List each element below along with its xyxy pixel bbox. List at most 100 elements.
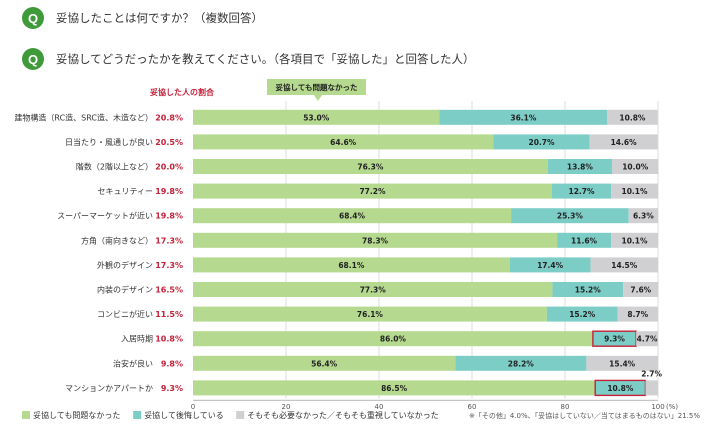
bar-segment xyxy=(636,331,658,347)
x-tick-label: 0 xyxy=(191,403,195,411)
category-label: 内装のデザイン xyxy=(97,285,153,295)
data-label: 15.2% xyxy=(569,310,596,319)
share-value: 10.8% xyxy=(155,335,183,344)
share-value: 17.3% xyxy=(155,261,183,270)
x-tick-label: 40 xyxy=(375,403,384,411)
legend-swatch xyxy=(236,411,245,419)
x-tick-label: 60 xyxy=(468,403,477,411)
bar-segment xyxy=(193,306,547,322)
category-label: 建物構造（RC造、SRC造、木造など） xyxy=(14,112,153,122)
share-value: 20.8% xyxy=(155,113,183,122)
share-header: 妥協した人の割合 xyxy=(150,87,215,97)
data-label: 10.8% xyxy=(619,113,646,122)
share-value: 20.5% xyxy=(155,138,183,147)
share-value: 19.8% xyxy=(155,212,183,221)
data-label: 14.5% xyxy=(611,261,638,270)
bar-segment xyxy=(509,257,591,273)
bar-segment xyxy=(193,355,456,371)
bar-segment xyxy=(611,183,658,199)
bar-segment xyxy=(193,257,510,273)
data-label: 68.1% xyxy=(338,261,365,270)
callout-box xyxy=(267,79,366,95)
data-label: 12.7% xyxy=(568,187,595,196)
data-label: 10.0% xyxy=(622,163,649,172)
bar-segment xyxy=(193,109,440,125)
data-label: 2.7% xyxy=(641,369,662,378)
bar-segment xyxy=(193,208,512,224)
category-label: 入居時期 xyxy=(121,335,153,344)
bar-segment xyxy=(607,109,658,125)
question-1: Q 妥協したことは何ですか？（複数回答） xyxy=(22,6,263,30)
bar-segment xyxy=(193,159,548,174)
data-label: 10.1% xyxy=(622,236,649,245)
bar-segment xyxy=(589,134,658,150)
bar-segment xyxy=(611,159,659,174)
category-label: 方角（南向きなど） xyxy=(81,235,153,245)
bar-segment xyxy=(193,331,593,347)
bar-segment xyxy=(511,208,629,224)
bar-segment xyxy=(439,109,608,125)
bar-segment xyxy=(455,355,587,371)
bar-segment xyxy=(193,380,596,396)
legend-swatch xyxy=(22,411,30,419)
legend-label: 妥協して後悔している xyxy=(144,410,224,420)
category-label: 日当たり・風通しが良い xyxy=(65,137,153,147)
bar-segment xyxy=(552,282,624,297)
legend-swatch xyxy=(133,411,142,419)
data-label: 76.3% xyxy=(357,163,384,172)
x-tick-label: 100 xyxy=(651,403,664,411)
data-label: 6.3% xyxy=(633,212,654,221)
bar-segment xyxy=(557,232,612,248)
question-text: 妥協してどうだったかを教えてください。（各項目で「妥協した」と回答した人） xyxy=(56,52,475,66)
data-label: 36.1% xyxy=(510,113,537,122)
callout-text: 妥協しても問題なかった xyxy=(276,82,358,92)
bar-segment xyxy=(193,232,558,248)
share-value: 20.0% xyxy=(155,163,183,172)
category-label: 階数（2階以上など） xyxy=(76,162,153,172)
bar-segment xyxy=(590,257,658,273)
question-2: Q 妥協してどうだったかを教えてください。（各項目で「妥協した」と回答した人） xyxy=(22,47,474,71)
data-label: 28.2% xyxy=(508,359,535,368)
share-value: 19.8% xyxy=(155,187,183,196)
data-label: 64.6% xyxy=(330,138,357,147)
question-badge: Q xyxy=(22,48,44,70)
bar-segment xyxy=(611,232,658,248)
data-label: 53.0% xyxy=(303,113,330,122)
footnote: ※「その他」4.0%、「妥協はしていない／当てはまるものはない」21.5% xyxy=(469,411,700,420)
bar-segment xyxy=(546,306,618,322)
data-label: 86.0% xyxy=(380,335,407,344)
data-label: 77.2% xyxy=(359,187,386,196)
bar-segment xyxy=(645,380,658,396)
data-label: 20.7% xyxy=(529,138,556,147)
share-value: 17.3% xyxy=(155,236,183,245)
bar-segment xyxy=(493,134,590,150)
bar-segment xyxy=(193,134,494,150)
data-label: 14.6% xyxy=(611,138,638,147)
share-value: 11.5% xyxy=(155,310,183,319)
question-text: 妥協したことは何ですか？（複数回答） xyxy=(56,11,263,25)
data-label: 15.2% xyxy=(575,286,602,295)
category-label: コンビニが近い xyxy=(97,309,153,319)
category-label: 外観のデザイン xyxy=(97,260,153,270)
data-label: 25.3% xyxy=(557,212,584,221)
x-tick-label: 80 xyxy=(561,403,570,411)
data-label: 68.4% xyxy=(339,212,366,221)
x-tick-label: 20 xyxy=(282,403,291,411)
share-value: 16.5% xyxy=(155,286,183,295)
bar-segment xyxy=(547,159,612,174)
data-label: 4.7% xyxy=(637,335,658,344)
data-label: 77.3% xyxy=(360,286,387,295)
bar-segment xyxy=(551,183,612,199)
data-label: 10.1% xyxy=(622,187,649,196)
data-label: 56.4% xyxy=(311,359,338,368)
bar-segment xyxy=(594,379,647,397)
x-unit-label: (%) xyxy=(666,403,678,411)
data-label: 15.4% xyxy=(609,359,636,368)
data-label: 86.5% xyxy=(381,384,408,393)
bar-segment xyxy=(193,183,552,199)
data-label: 9.3% xyxy=(604,335,625,344)
category-label: 治安が良い xyxy=(113,358,153,368)
data-label: 7.6% xyxy=(630,286,651,295)
bar-segment xyxy=(586,355,658,371)
